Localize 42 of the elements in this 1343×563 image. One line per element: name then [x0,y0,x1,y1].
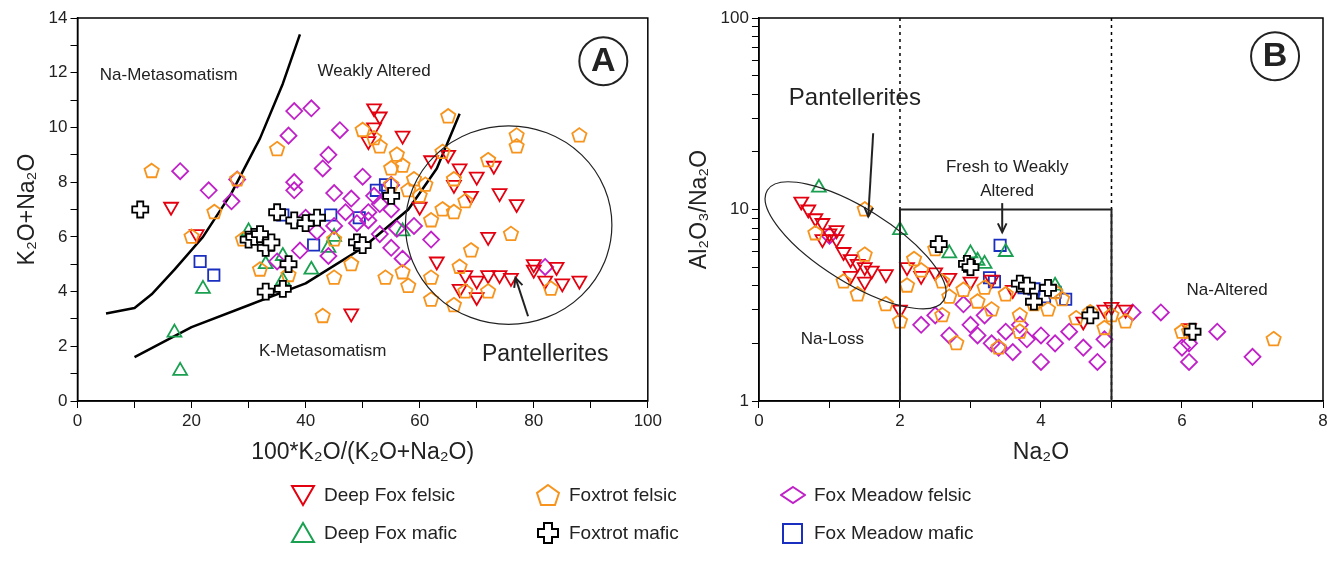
annotation: Weakly Altered [317,61,431,81]
x-tick-label: 0 [754,410,764,430]
x-tick-label: 2 [895,410,905,430]
legend-label: Deep Fox felsic [324,484,455,506]
x-axis-title: 100*K₂O/(K₂O+Na₂O) [251,437,475,464]
x-tick-label: 80 [524,410,544,430]
legend-label: Fox Meadow mafic [814,522,974,544]
annotation: B [1262,34,1288,73]
x-tick-label: 6 [1177,410,1187,430]
y-tick-label: 1 [739,390,749,410]
legend-label: Foxtrot mafic [569,522,679,544]
y-axis-title: Al₂O₃/Na₂O [685,149,712,270]
annotation: Fresh to Weakly Altered [945,156,1069,200]
annotation: Na-Altered [1186,279,1268,299]
x-axis-title: Na₂O [1012,437,1070,464]
annotation: Pantellerites [481,340,609,367]
legend-label: Fox Meadow felsic [814,484,972,506]
y-tick-label: 0 [58,390,68,410]
y-tick-label: 14 [48,7,68,27]
y-tick-label: 10 [730,199,749,219]
annotation: Na-Loss [800,329,864,349]
annotation: A [591,39,616,78]
y-tick-label: 2 [58,335,68,355]
y-tick-label: 4 [58,281,68,301]
legend-label: Deep Fox mafic [324,522,458,544]
x-tick-label: 4 [1036,410,1046,430]
legend-label: Foxtrot felsic [569,484,677,506]
y-tick-label: 10 [48,117,68,137]
annotation: Pantellerites [788,83,921,111]
annotation: Na-Metasomatism [99,65,238,85]
x-tick-label: 40 [296,410,316,430]
y-axis-title: K₂O+Na₂O [13,153,40,266]
y-tick-label: 8 [58,171,68,191]
x-tick-label: 20 [182,410,202,430]
x-tick-label: 8 [1318,410,1328,430]
x-tick-label: 100 [633,410,663,430]
x-tick-label: 0 [72,410,83,430]
y-tick-label: 12 [48,62,68,82]
annotation: K-Metasomatism [258,340,387,360]
y-tick-label: 6 [58,226,68,246]
y-tick-label: 100 [720,7,749,27]
x-tick-label: 60 [410,410,430,430]
